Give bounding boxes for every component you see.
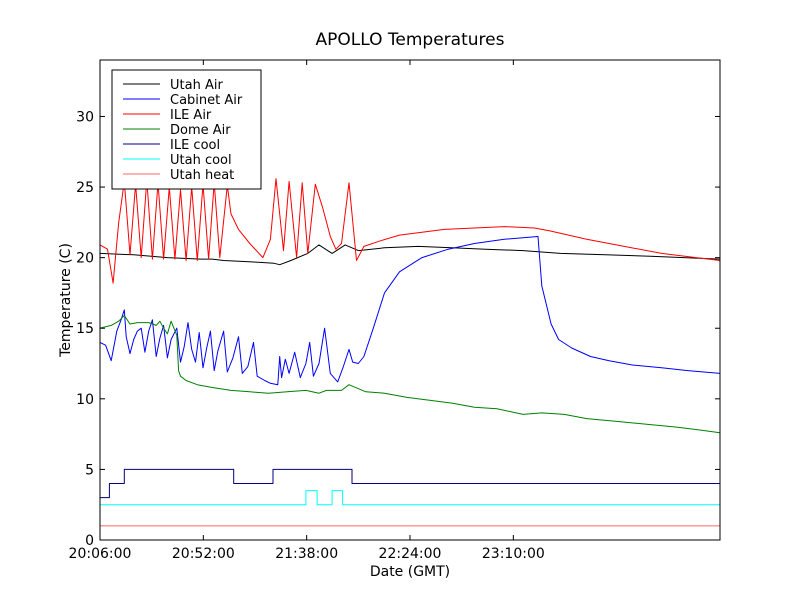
x-tick-label: 21:38:00 (275, 546, 338, 562)
series-line-ile-air (100, 178, 720, 284)
legend-label: Utah cool (170, 153, 232, 168)
x-tick-label: 22:24:00 (379, 546, 442, 562)
y-tick-label: 20 (76, 251, 94, 267)
series-line-utah-cool (100, 490, 720, 506)
legend-label: Cabinet Air (170, 93, 243, 108)
y-tick-label: 15 (76, 321, 94, 337)
series-line-utah-air (100, 244, 720, 266)
series-line-ile-cool (100, 468, 720, 499)
series-group (100, 178, 720, 527)
chart-title: APOLLO Temperatures (316, 30, 505, 50)
legend-label: Utah Air (170, 78, 223, 93)
y-tick-label: 25 (76, 180, 94, 196)
legend-label: ILE Air (170, 108, 212, 123)
legend-label: ILE cool (170, 138, 220, 153)
x-tick-label: 23:10:00 (482, 546, 545, 562)
axis-ticks: 20:06:00 20:52:00 21:38:00 22:24:00 23:10:00… (69, 60, 720, 562)
x-axis-label: Date (GMT) (370, 564, 450, 580)
series-line-dome-air (100, 315, 720, 434)
legend-label: Utah heat (170, 168, 234, 183)
y-tick-label: 5 (85, 462, 94, 478)
legend-label: Dome Air (170, 123, 231, 138)
y-tick-label: 30 (76, 109, 94, 125)
series-line-cabinet-air (100, 236, 720, 386)
x-tick-label: 20:06:00 (69, 546, 132, 562)
y-tick-label: 10 (76, 392, 94, 408)
x-tick-label: 20:52:00 (172, 546, 235, 562)
y-axis-label: Temperature (C) (58, 243, 74, 358)
y-tick-label: 0 (85, 533, 94, 549)
